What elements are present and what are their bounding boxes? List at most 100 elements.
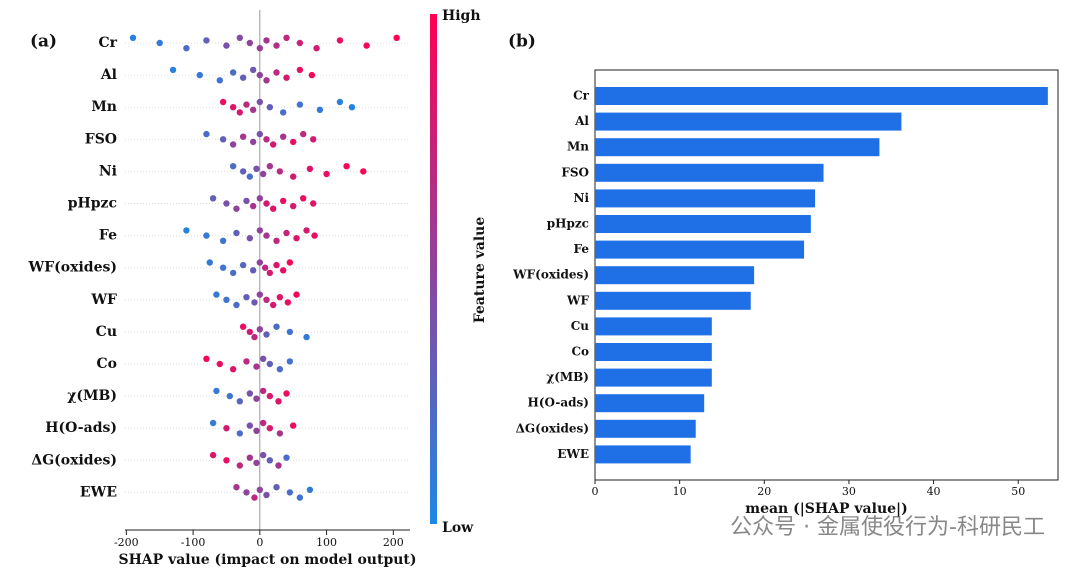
bar	[595, 189, 816, 208]
bar	[595, 368, 712, 387]
shap-point	[246, 235, 254, 242]
y-tick-label: WF	[90, 292, 117, 308]
y-tick-label: Co	[97, 356, 117, 372]
shap-point	[229, 141, 237, 148]
shap-point	[229, 163, 237, 170]
shap-point	[243, 294, 250, 301]
y-tick-label: H(O-ads)	[45, 420, 117, 436]
shap-point	[249, 66, 257, 74]
y-tick-label: Fe	[99, 228, 117, 244]
shap-point	[236, 34, 244, 41]
shap-point	[284, 299, 292, 306]
x-tick-label: 40	[927, 485, 941, 498]
shap-point	[259, 451, 267, 459]
shap-point	[223, 200, 230, 207]
y-tick-label: pHpzc	[547, 217, 589, 231]
shap-point	[263, 232, 270, 239]
shap-point	[253, 459, 260, 467]
x-tick-label: 0	[592, 485, 599, 498]
bar	[595, 112, 902, 131]
shap-point	[263, 491, 270, 499]
y-tick-label: Mn	[91, 99, 117, 115]
x-tick-label: -200	[114, 536, 139, 549]
shap-point	[269, 205, 277, 212]
shap-point	[256, 259, 264, 266]
shap-point	[249, 106, 257, 114]
bar	[595, 163, 824, 182]
shap-point	[266, 269, 274, 277]
x-axis-label: mean (|SHAP value|)	[745, 501, 908, 517]
shap-point	[203, 232, 210, 239]
y-tick-label: χ(MB)	[546, 370, 589, 384]
shap-point	[276, 430, 284, 437]
shap-point	[243, 358, 250, 365]
y-tick-label: H(O-ads)	[528, 396, 590, 410]
shap-point	[243, 101, 250, 108]
shap-point	[286, 259, 294, 266]
shap-point	[209, 195, 217, 202]
x-axis-label: SHAP value (impact on model output)	[118, 552, 416, 568]
shap-point	[183, 45, 190, 52]
shap-point	[263, 37, 270, 44]
shap-point	[279, 197, 287, 205]
x-tick-label: 10	[673, 485, 687, 498]
x-tick-label: 200	[383, 536, 404, 549]
shap-point	[256, 291, 264, 298]
shap-point	[289, 422, 297, 429]
shap-point	[239, 133, 247, 140]
shap-point	[246, 328, 254, 336]
shap-point	[233, 484, 240, 491]
panel-label: (a)	[30, 32, 57, 52]
shap-point	[253, 165, 260, 172]
shap-point	[236, 109, 244, 116]
shap-point	[303, 333, 310, 341]
panel-label: (b)	[508, 32, 536, 52]
shap-point	[246, 454, 254, 461]
shap-point	[219, 237, 227, 244]
shap-point	[306, 165, 314, 172]
bar	[595, 266, 755, 285]
y-tick-label: WF(oxides)	[512, 268, 589, 282]
shap-point	[275, 462, 282, 469]
shap-point	[279, 109, 287, 116]
y-tick-label: Al	[100, 67, 117, 83]
bar	[595, 317, 712, 336]
shap-point	[129, 34, 137, 41]
shap-point	[276, 168, 284, 175]
shap-point	[251, 333, 258, 341]
shap-point	[273, 237, 280, 244]
watermark: 公众号 · 金属使役行为-科研民工	[730, 515, 1045, 540]
bar	[595, 215, 811, 233]
colorbar-high: High	[442, 8, 481, 24]
shap-point	[276, 366, 284, 373]
shap-point	[289, 138, 297, 146]
shap-point	[313, 45, 320, 52]
x-tick-label: 30	[842, 485, 856, 498]
shap-point	[266, 425, 274, 432]
shap-point	[213, 387, 220, 395]
bar	[595, 445, 691, 464]
shap-point	[286, 328, 294, 336]
y-tick-label: EWE	[80, 484, 117, 500]
shap-point	[263, 136, 270, 143]
shap-point	[273, 484, 280, 491]
shap-point	[236, 430, 244, 437]
y-tick-label: Ni	[99, 163, 117, 179]
shap-point	[239, 168, 247, 175]
shap-point	[269, 301, 277, 309]
y-tick-label: Co	[571, 345, 589, 359]
y-tick-label: χ(MB)	[67, 388, 117, 404]
shap-point	[276, 294, 284, 301]
shap-point	[316, 106, 324, 114]
shap-point	[256, 130, 264, 138]
shap-point	[239, 261, 247, 269]
bar	[595, 343, 712, 361]
shap-point	[293, 291, 300, 298]
y-tick-label: ΔG(oxides)	[516, 421, 589, 435]
shap-point	[203, 130, 210, 138]
shap-point	[246, 39, 254, 47]
y-tick-label: Cu	[571, 319, 590, 333]
shap-point	[360, 168, 367, 175]
shap-point	[223, 425, 230, 432]
